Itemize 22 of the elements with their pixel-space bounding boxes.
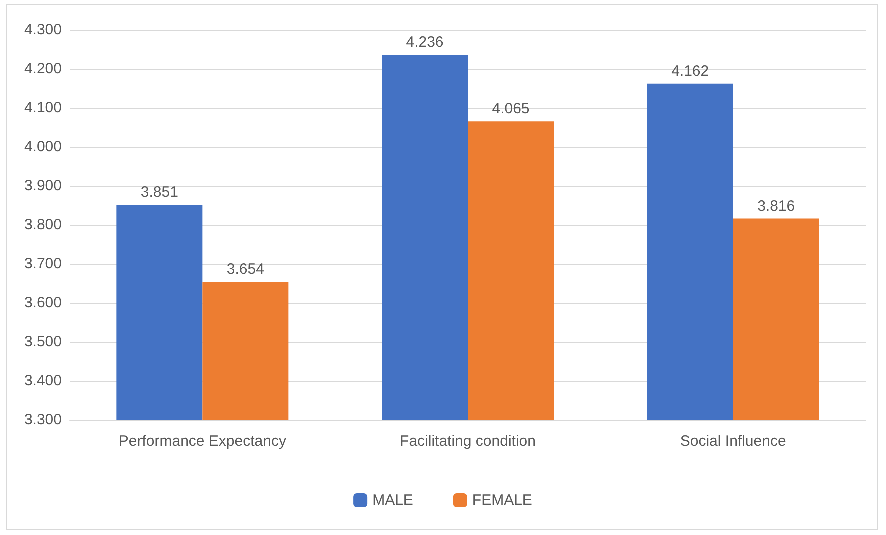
legend-label: MALE [372, 492, 414, 509]
y-tick-label: 3.600 [24, 294, 62, 312]
y-tick-label: 3.300 [24, 412, 62, 428]
data-label: 4.236 [406, 34, 444, 51]
x-tick-label: Facilitating condition [400, 433, 536, 450]
x-tick-label: Performance Expectancy [118, 433, 287, 450]
data-label: 3.816 [758, 198, 796, 215]
y-tick-label: 3.400 [24, 372, 62, 390]
data-label: 3.654 [226, 260, 264, 278]
y-tick-label: 3.800 [24, 216, 62, 234]
legend-label: FEMALE [472, 492, 532, 509]
y-tick-label: 3.900 [24, 178, 62, 194]
data-label: 4.162 [672, 62, 710, 80]
y-tick-label: 4.300 [24, 22, 62, 38]
y-tick-label: 4.200 [24, 60, 62, 78]
y-tick-label: 4.000 [24, 138, 62, 156]
y-tick-label: 3.500 [24, 334, 62, 350]
data-label: 3.851 [140, 184, 178, 202]
data-label: 4.065 [492, 100, 530, 118]
x-tick-label: Social Influence [680, 433, 786, 450]
y-tick-label: 3.700 [24, 256, 62, 272]
y-tick-label: 4.100 [24, 100, 62, 116]
